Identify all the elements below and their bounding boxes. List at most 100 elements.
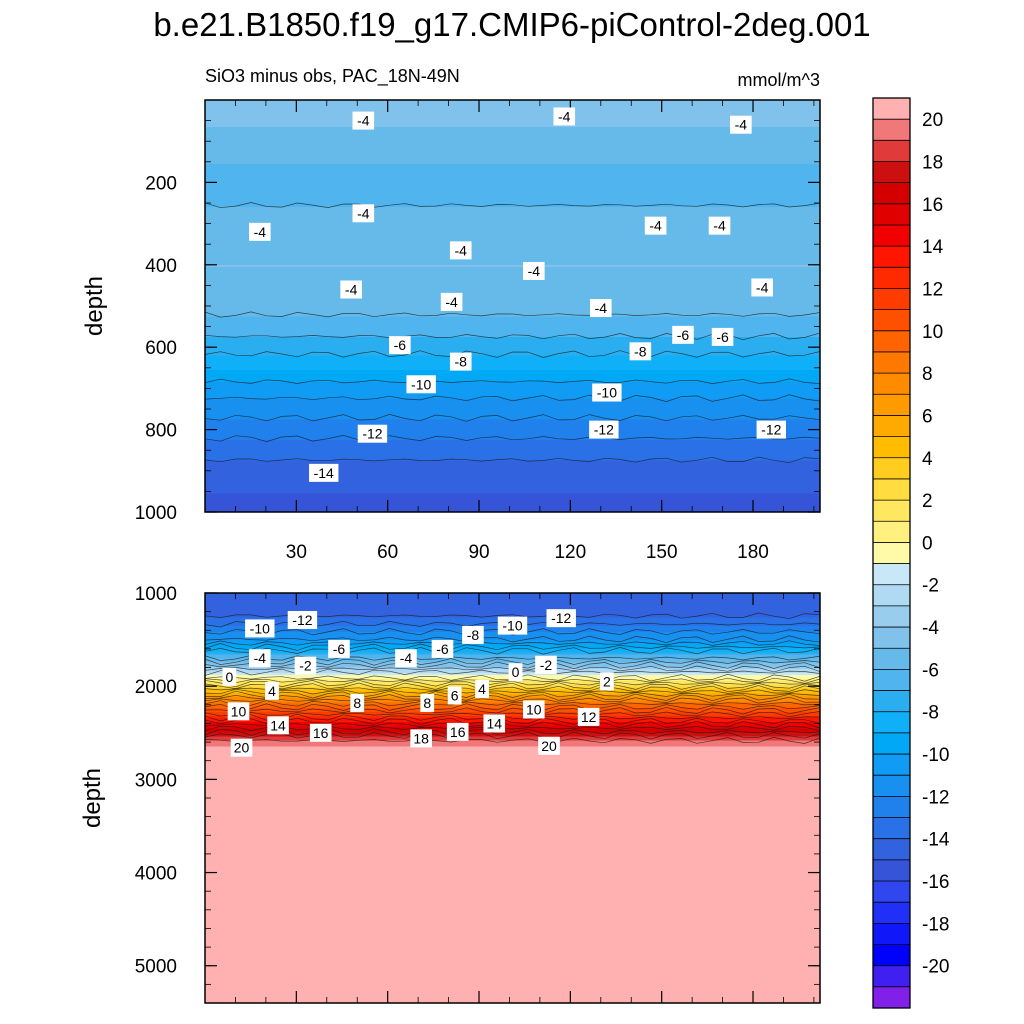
contour-label: -4 xyxy=(395,649,417,668)
contour-label: -4 xyxy=(449,241,472,260)
svg-text:-8: -8 xyxy=(634,343,647,359)
x-tick-label: 150 xyxy=(646,542,678,563)
y-tick-label: 800 xyxy=(145,421,177,442)
contour-label: 16 xyxy=(309,723,332,742)
colorbar-swatch xyxy=(873,838,910,861)
contour-line xyxy=(205,682,820,690)
contour-line xyxy=(205,435,820,442)
svg-text:-10: -10 xyxy=(250,620,270,636)
contour-label: 10 xyxy=(523,700,545,719)
colorbar-label: 10 xyxy=(922,322,943,343)
svg-text:-2: -2 xyxy=(540,657,553,673)
contour-label: 10 xyxy=(227,702,250,721)
svg-text:-6: -6 xyxy=(394,337,407,353)
svg-text:-4: -4 xyxy=(445,294,458,310)
contour-label: -4 xyxy=(440,292,463,311)
colorbar-label: 18 xyxy=(922,152,943,173)
contour-label: -10 xyxy=(406,375,436,394)
svg-text:0: 0 xyxy=(512,664,520,680)
contour-label: -10 xyxy=(497,616,528,635)
contour-line xyxy=(205,731,820,740)
contour-line xyxy=(205,202,820,209)
colorbar-swatch xyxy=(873,203,910,226)
colorbar-label: -12 xyxy=(922,787,949,808)
contour-label: 0 xyxy=(508,663,523,682)
contour-label: -6 xyxy=(328,639,350,658)
contour-label: -4 xyxy=(589,299,612,318)
contour-line xyxy=(205,628,820,636)
svg-text:0: 0 xyxy=(225,669,233,685)
colorbar-swatch xyxy=(873,98,910,120)
contour-label: -8 xyxy=(462,625,484,644)
colorbar-swatch xyxy=(873,563,910,586)
colorbar-label: 4 xyxy=(922,449,933,470)
contour-label: 12 xyxy=(577,707,600,726)
upper-contour-lines xyxy=(205,202,820,464)
colorbar-swatch xyxy=(873,267,910,289)
y-tick-label: 4000 xyxy=(135,864,177,885)
colorbar-swatch xyxy=(873,119,910,141)
contour-label: -12 xyxy=(756,420,786,439)
colorbar-swatch xyxy=(873,754,910,776)
colorbar-swatch xyxy=(873,436,910,459)
svg-text:10: 10 xyxy=(231,703,247,719)
x-tick-label: 60 xyxy=(377,542,398,563)
svg-text:-4: -4 xyxy=(345,282,358,298)
y-tick-label: 200 xyxy=(145,173,177,194)
upper-axis-ticks: 200 400 600 800 1000 30 60 90 120 150 180 xyxy=(135,99,820,563)
contour-label: -4 xyxy=(644,216,667,235)
contour-label: 16 xyxy=(446,722,469,741)
contour-label: -6 xyxy=(711,327,734,346)
svg-text:-8: -8 xyxy=(467,627,480,643)
svg-text:-12: -12 xyxy=(362,426,382,442)
contour-line xyxy=(205,647,820,655)
contour-line xyxy=(205,643,820,651)
colorbar-swatch xyxy=(873,373,910,395)
lower-contour-labels: -10 -12 -12 -10 -8 -6 -6 -4 -4 -2 -2 0 0 2 4 4 6 8 8 10 10 12… xyxy=(222,609,614,757)
colorbar-label: 0 xyxy=(922,533,933,554)
colorbar-swatch xyxy=(873,161,910,183)
svg-text:4: 4 xyxy=(268,683,276,699)
colorbar-swatch xyxy=(873,478,910,501)
x-tick-label: 120 xyxy=(554,542,586,563)
contour-line xyxy=(205,736,820,744)
svg-text:12: 12 xyxy=(581,709,597,725)
svg-text:18: 18 xyxy=(413,730,429,746)
colorbar: 20181614121086420-2-4-6-8-10-12-14-16-18… xyxy=(872,97,950,1009)
contour-label: -10 xyxy=(245,619,275,638)
contour-line xyxy=(205,350,820,358)
colorbar-label: 6 xyxy=(922,406,933,427)
svg-text:-12: -12 xyxy=(292,612,312,628)
colorbar-label: 12 xyxy=(922,279,943,300)
y-tick-label: 600 xyxy=(145,338,177,359)
colorbar-swatch xyxy=(873,627,910,649)
y-tick-label: 5000 xyxy=(135,957,177,978)
svg-text:-4: -4 xyxy=(254,650,267,666)
colorbar-swatch xyxy=(873,648,910,670)
svg-text:-12: -12 xyxy=(551,610,571,626)
colorbar-label: -10 xyxy=(922,745,949,766)
figure-title: b.e21.B1850.f19_g17.CMIP6-piControl-2deg… xyxy=(153,6,870,43)
svg-text:-6: -6 xyxy=(436,641,449,657)
contour-line xyxy=(205,688,820,695)
svg-text:20: 20 xyxy=(541,738,557,754)
contour-label: -6 xyxy=(431,639,454,658)
contour-line xyxy=(205,456,820,464)
svg-text:-6: -6 xyxy=(333,641,346,657)
svg-text:16: 16 xyxy=(313,725,329,741)
contour-line xyxy=(205,700,820,707)
contour-label: 2 xyxy=(599,672,614,691)
contour-label: 0 xyxy=(222,667,237,686)
svg-text:-6: -6 xyxy=(677,327,690,343)
colorbar-label: -8 xyxy=(922,703,939,724)
contour-line xyxy=(205,690,820,699)
colorbar-label: -18 xyxy=(922,914,949,935)
contour-label: -4 xyxy=(249,222,271,241)
svg-text:14: 14 xyxy=(270,717,286,733)
svg-text:-4: -4 xyxy=(254,224,267,240)
svg-text:-12: -12 xyxy=(761,422,781,438)
contour-label: 8 xyxy=(350,693,365,712)
